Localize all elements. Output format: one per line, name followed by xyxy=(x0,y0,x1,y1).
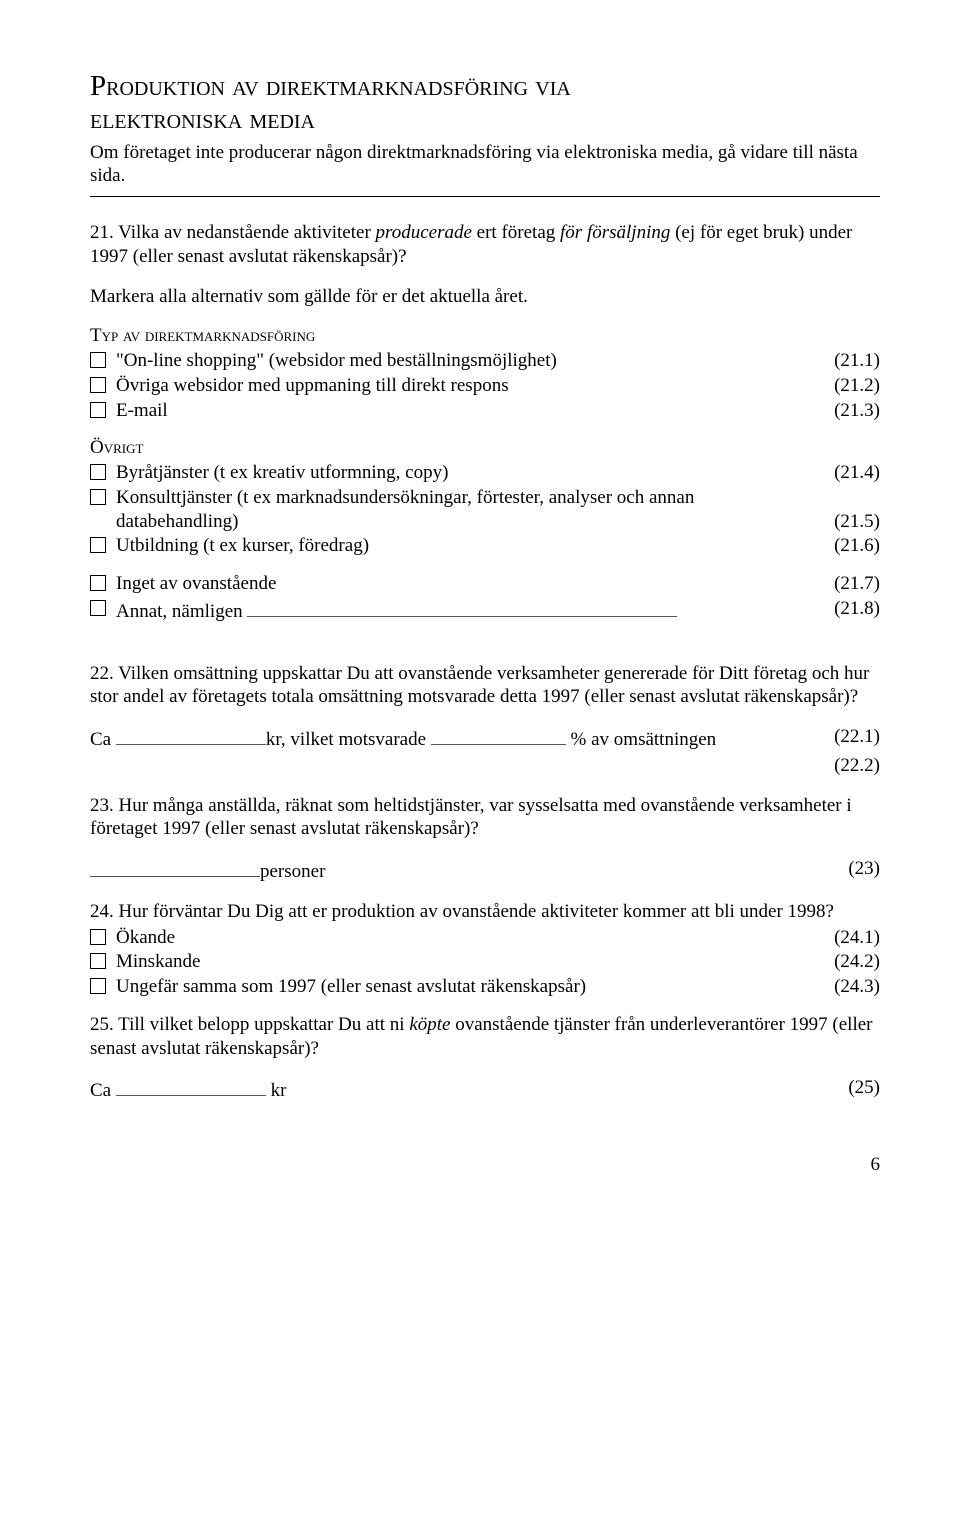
option-number: (21.1) xyxy=(834,349,880,373)
option-number: (21.8) xyxy=(834,597,880,621)
q23-text: 23. Hur många anställda, räknat som helt… xyxy=(90,794,880,842)
page-title-line2: elektroniska media xyxy=(90,103,880,136)
checkbox-icon xyxy=(90,464,106,480)
q23-answer: personer (23) xyxy=(90,857,880,884)
q25-text: 25. Till vilket belopp uppskattar Du att… xyxy=(90,1013,880,1061)
fill-in-blank[interactable] xyxy=(431,725,566,745)
q21-group2: Byråtjänster (t ex kreativ utformning, c… xyxy=(90,461,880,558)
label-pct: % av omsättningen xyxy=(566,729,716,750)
intro-text: Om företaget inte producerar någon direk… xyxy=(90,141,880,189)
option-label: Inget av ovanstående xyxy=(116,572,822,596)
checkbox-option[interactable]: Ungefär samma som 1997 (eller senast avs… xyxy=(90,975,880,999)
option-number: (21.5) xyxy=(834,510,880,534)
checkbox-option[interactable]: Övriga websidor med uppmaning till direk… xyxy=(90,374,880,398)
fill-in-blank[interactable] xyxy=(116,725,266,745)
page-number: 6 xyxy=(90,1153,880,1177)
option-number: (21.7) xyxy=(834,572,880,596)
option-number: (21.4) xyxy=(834,461,880,485)
fill-in-blank[interactable] xyxy=(116,1076,266,1096)
divider xyxy=(90,196,880,197)
q24-options: Ökande (24.1) Minskande (24.2) Ungefär s… xyxy=(90,926,880,999)
option-label: Annat, nämligen xyxy=(116,597,822,624)
checkbox-icon xyxy=(90,575,106,591)
q21-group3: Inget av ovanstående (21.7) Annat, nämli… xyxy=(90,572,880,624)
checkbox-option[interactable]: Utbildning (t ex kurser, föredrag) (21.6… xyxy=(90,534,880,558)
q22-answer-line1: Ca kr, vilket motsvarade % av omsättning… xyxy=(90,725,880,752)
checkbox-icon xyxy=(90,537,106,553)
checkbox-option[interactable]: Minskande (24.2) xyxy=(90,950,880,974)
q22-text: 22. Vilken omsättning uppskattar Du att … xyxy=(90,662,880,710)
option-number: (24.1) xyxy=(834,926,880,950)
checkbox-icon xyxy=(90,402,106,418)
checkbox-option[interactable]: Inget av ovanstående (21.7) xyxy=(90,572,880,596)
q21-group2-head: Övrigt xyxy=(90,436,880,460)
q21-group1: "On-line shopping" (websidor med beställ… xyxy=(90,349,880,422)
label-kr: kr xyxy=(266,1080,287,1101)
checkbox-option[interactable]: Annat, nämligen (21.8) xyxy=(90,597,880,624)
option-number: (21.6) xyxy=(834,534,880,558)
option-number: (24.3) xyxy=(834,975,880,999)
option-number: (24.2) xyxy=(834,950,880,974)
label-ca: Ca xyxy=(90,729,116,750)
checkbox-icon xyxy=(90,489,106,505)
q24-text: 24. Hur förväntar Du Dig att er produkti… xyxy=(90,900,880,924)
option-number: (21.2) xyxy=(834,374,880,398)
checkbox-option[interactable]: E-mail (21.3) xyxy=(90,399,880,423)
fill-in-blank[interactable] xyxy=(247,597,677,617)
answer-number: (22.1) xyxy=(834,725,880,752)
q21-text: 21. Vilka av nedanstående aktiviteter pr… xyxy=(90,221,880,269)
checkbox-option[interactable]: Ökande (24.1) xyxy=(90,926,880,950)
option-label: Minskande xyxy=(116,950,822,974)
q21-group1-head: Typ av direktmarknadsföring xyxy=(90,324,880,348)
label-personer: personer xyxy=(260,861,325,882)
option-label: Byråtjänster (t ex kreativ utformning, c… xyxy=(116,461,822,485)
label-ca: Ca xyxy=(90,1080,116,1101)
fill-in-blank[interactable] xyxy=(90,857,260,877)
checkbox-option[interactable]: Byråtjänster (t ex kreativ utformning, c… xyxy=(90,461,880,485)
option-number: (21.3) xyxy=(834,399,880,423)
answer-number: (22.2) xyxy=(834,754,880,778)
checkbox-icon xyxy=(90,953,106,969)
option-label: Ökande xyxy=(116,926,822,950)
checkbox-icon xyxy=(90,377,106,393)
label-kr: kr, vilket motsvarade xyxy=(266,729,431,750)
option-label: E-mail xyxy=(116,399,822,423)
checkbox-option[interactable]: "On-line shopping" (websidor med beställ… xyxy=(90,349,880,373)
checkbox-icon xyxy=(90,352,106,368)
q21-note: Markera alla alternativ som gällde för e… xyxy=(90,285,880,309)
answer-number: (23) xyxy=(848,857,880,884)
q22-answer-line2: (22.2) xyxy=(90,754,880,778)
checkbox-icon xyxy=(90,978,106,994)
option-label: Ungefär samma som 1997 (eller senast avs… xyxy=(116,975,822,999)
checkbox-option[interactable]: Konsulttjänster (t ex marknadsundersökni… xyxy=(90,486,880,534)
checkbox-icon xyxy=(90,600,106,616)
answer-number: (25) xyxy=(848,1076,880,1103)
option-label: Övriga websidor med uppmaning till direk… xyxy=(116,374,822,398)
option-label: Utbildning (t ex kurser, föredrag) xyxy=(116,534,822,558)
page-title-line1: Produktion av direktmarknadsföring via xyxy=(90,70,880,103)
checkbox-icon xyxy=(90,929,106,945)
q25-answer: Ca kr (25) xyxy=(90,1076,880,1103)
option-label: Konsulttjänster (t ex marknadsundersökni… xyxy=(116,486,880,534)
option-label: "On-line shopping" (websidor med beställ… xyxy=(116,349,822,373)
